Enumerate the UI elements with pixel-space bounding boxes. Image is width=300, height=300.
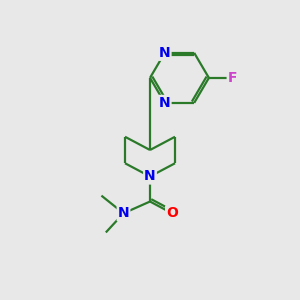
Text: O: O <box>166 206 178 220</box>
Text: N: N <box>159 46 170 60</box>
Text: N: N <box>144 169 156 184</box>
Text: N: N <box>159 96 170 110</box>
Text: N: N <box>118 206 129 220</box>
Text: F: F <box>228 71 237 85</box>
